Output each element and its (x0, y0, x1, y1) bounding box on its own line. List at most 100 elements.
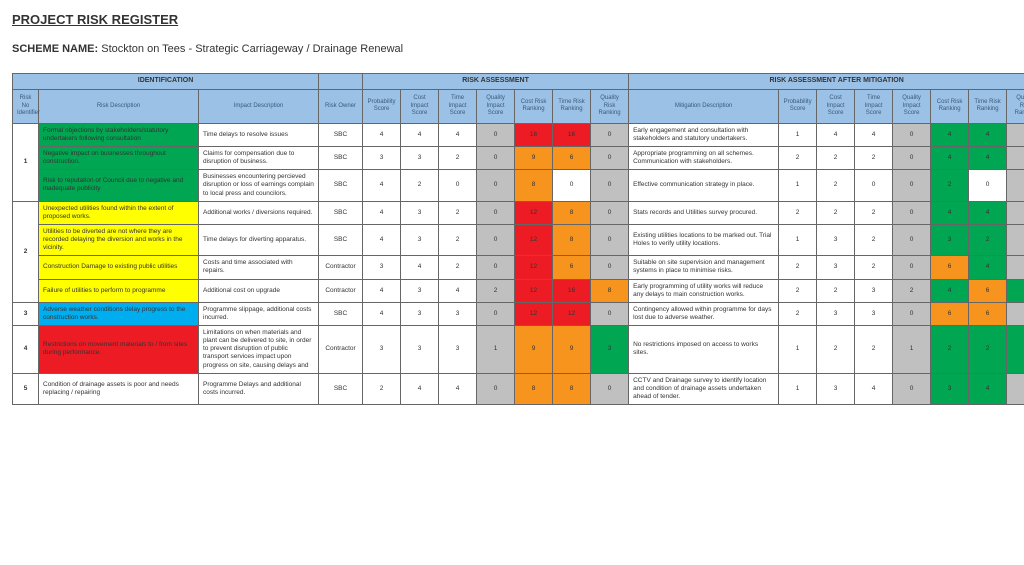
col-time-rank: Time Risk Ranking (553, 89, 591, 123)
rank-cell: 3 (931, 373, 969, 404)
table-row: 4Restrictions on movement materials to /… (13, 326, 1024, 374)
rank-cell: 0 (1007, 224, 1024, 255)
score-cell: 4 (439, 279, 477, 302)
score-cell: 1 (779, 326, 817, 374)
col-cost2: Cost Impact Score (817, 89, 855, 123)
score-cell: 3 (401, 147, 439, 170)
rank-cell: 2 (931, 170, 969, 201)
score-cell: 3 (817, 224, 855, 255)
rank-cell: 12 (515, 224, 553, 255)
col-cost: Cost Impact Score (401, 89, 439, 123)
scheme-name-line: SCHEME NAME: Stockton on Tees - Strategi… (12, 43, 1012, 55)
mitigation-description: Suitable on site supervision and managem… (629, 256, 779, 279)
rank-cell: 12 (515, 279, 553, 302)
impact-description: Additional cost on upgrade (199, 279, 319, 302)
rank-cell: 12 (553, 302, 591, 325)
score-cell: 0 (477, 373, 515, 404)
rank-cell: 4 (969, 201, 1007, 224)
rank-cell: 2 (931, 326, 969, 374)
impact-description: Claims for compensation due to disruptio… (199, 147, 319, 170)
mitigation-description: Contingency allowed within programme for… (629, 302, 779, 325)
rank-cell: 1 (1007, 326, 1024, 374)
score-cell: 0 (893, 147, 931, 170)
rank-cell: 12 (515, 302, 553, 325)
table-row: 3Adverse weather conditions delay progre… (13, 302, 1024, 325)
col-qual-rank2: Quality Risk Ranking (1007, 89, 1024, 123)
col-risk-no: Risk No Identifier (13, 89, 39, 123)
col-qual: Quality Impact Score (477, 89, 515, 123)
score-cell: 0 (439, 170, 477, 201)
score-cell: 0 (893, 224, 931, 255)
rank-cell: 4 (969, 373, 1007, 404)
col-prob2: Probability Score (779, 89, 817, 123)
col-time-rank2: Time Risk Ranking (969, 89, 1007, 123)
score-cell: 2 (855, 326, 893, 374)
score-cell: 0 (477, 147, 515, 170)
score-cell: 3 (855, 279, 893, 302)
section-identification: IDENTIFICATION (13, 74, 319, 90)
rank-cell: 6 (553, 256, 591, 279)
score-cell: 0 (893, 373, 931, 404)
rank-cell: 0 (1007, 256, 1024, 279)
score-cell: 3 (817, 302, 855, 325)
rank-cell: 8 (553, 201, 591, 224)
rank-cell: 0 (969, 170, 1007, 201)
score-cell: 4 (363, 123, 401, 146)
impact-description: Time delays for diverting apparatus. (199, 224, 319, 255)
table-row: Failure of utilities to perform to progr… (13, 279, 1024, 302)
rank-cell: 0 (553, 170, 591, 201)
risk-description: Formal objections by stakeholders/statut… (39, 123, 199, 146)
risk-owner: Contractor (319, 256, 363, 279)
mitigation-description: Stats records and Utilities survey procu… (629, 201, 779, 224)
score-cell: 2 (855, 201, 893, 224)
rank-cell: 12 (515, 256, 553, 279)
impact-description: Time delays to resolve issues (199, 123, 319, 146)
score-cell: 3 (401, 326, 439, 374)
score-cell: 1 (779, 123, 817, 146)
score-cell: 3 (401, 224, 439, 255)
col-impact-desc: Impact Description (199, 89, 319, 123)
rank-cell: 3 (591, 326, 629, 374)
score-cell: 4 (401, 123, 439, 146)
risk-description: Condition of drainage assets is poor and… (39, 373, 199, 404)
score-cell: 1 (893, 326, 931, 374)
score-cell: 3 (401, 302, 439, 325)
score-cell: 0 (477, 123, 515, 146)
rank-cell: 4 (1007, 279, 1024, 302)
col-qual2: Quality Impact Score (893, 89, 931, 123)
score-cell: 3 (363, 326, 401, 374)
mitigation-description: No restrictions imposed on access to wor… (629, 326, 779, 374)
score-cell: 3 (855, 302, 893, 325)
impact-description: Additional works / diversions required. (199, 201, 319, 224)
risk-description: Construction Damage to existing public u… (39, 256, 199, 279)
rank-cell: 0 (1007, 123, 1024, 146)
rank-cell: 0 (591, 224, 629, 255)
rank-cell: 0 (591, 302, 629, 325)
score-cell: 1 (477, 326, 515, 374)
rank-cell: 4 (969, 256, 1007, 279)
score-cell: 4 (363, 279, 401, 302)
rank-cell: 0 (1007, 373, 1024, 404)
score-cell: 2 (817, 326, 855, 374)
score-cell: 0 (893, 123, 931, 146)
mitigation-description: Early programming of utility works will … (629, 279, 779, 302)
rank-cell: 12 (515, 201, 553, 224)
table-row: Risk to reputation of Council due to neg… (13, 170, 1024, 201)
score-cell: 3 (817, 256, 855, 279)
score-cell: 4 (817, 123, 855, 146)
rank-cell: 2 (969, 224, 1007, 255)
col-cost-rank: Cost Risk Ranking (515, 89, 553, 123)
rank-cell: 0 (591, 256, 629, 279)
rank-cell: 6 (969, 302, 1007, 325)
score-cell: 2 (439, 224, 477, 255)
impact-description: Limitations on when materials and plant … (199, 326, 319, 374)
mitigation-description: Early engagement and consultation with s… (629, 123, 779, 146)
table-row: 1 Formal objections by stakeholders/statu… (13, 123, 1024, 146)
mitigation-description: Appropriate programming on all schemes. … (629, 147, 779, 170)
risk-owner: SBC (319, 373, 363, 404)
col-time2: Time Impact Score (855, 89, 893, 123)
rank-cell: 8 (553, 373, 591, 404)
risk-description: Unexpected utilities found within the ex… (39, 201, 199, 224)
score-cell: 3 (363, 147, 401, 170)
rank-cell: 6 (931, 302, 969, 325)
